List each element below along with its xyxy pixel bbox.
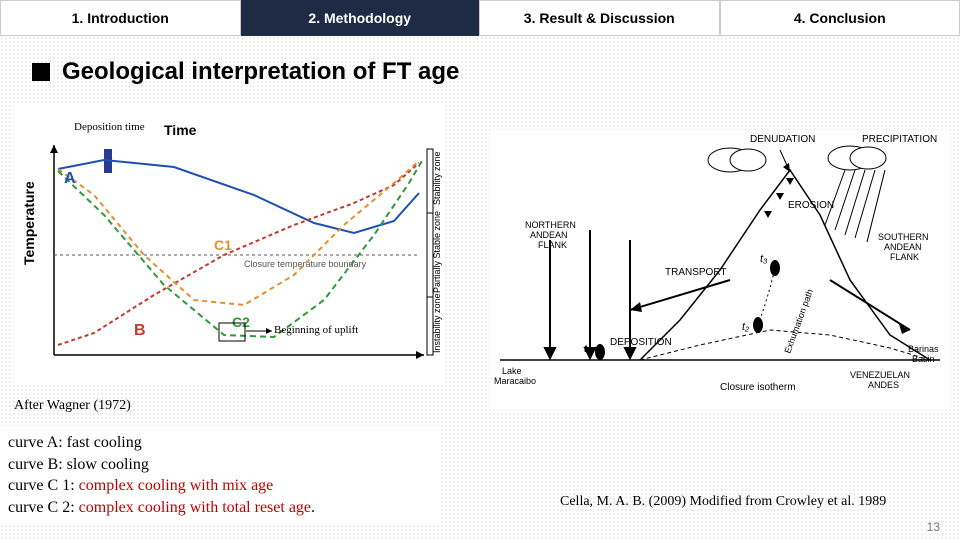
svg-text:Barinas: Barinas (908, 344, 939, 354)
svg-text:ANDEAN: ANDEAN (884, 242, 922, 252)
legend-line-a: curve A: fast cooling (8, 432, 432, 454)
uplift-label: Beginning of uplift (274, 324, 358, 336)
svg-text:Closure temperature boundary: Closure temperature boundary (244, 259, 367, 269)
svg-text:VENEZUELAN: VENEZUELAN (850, 370, 910, 380)
tab-methodology[interactable]: 2. Methodology (241, 0, 480, 36)
svg-text:FLANK: FLANK (890, 252, 919, 262)
svg-text:Maracaibo: Maracaibo (494, 376, 536, 386)
tab-conclusion[interactable]: 4. Conclusion (720, 0, 960, 36)
svg-text:Time: Time (164, 122, 197, 138)
page-title: Geological interpretation of FT age (62, 58, 459, 86)
svg-text:DEPOSITION: DEPOSITION (610, 337, 672, 348)
svg-text:Instability zone: Instability zone (432, 293, 442, 353)
svg-text:t₃: t₃ (760, 253, 768, 265)
svg-text:ANDES: ANDES (868, 380, 899, 390)
svg-text:Closure isotherm: Closure isotherm (720, 382, 796, 393)
svg-text:EROSION: EROSION (788, 200, 834, 211)
svg-text:ANDEAN: ANDEAN (530, 230, 568, 240)
svg-text:TRANSPORT: TRANSPORT (665, 267, 727, 278)
svg-text:NORTHERN: NORTHERN (525, 220, 576, 230)
svg-text:DENUDATION: DENUDATION (750, 134, 815, 145)
svg-text:Stability zone: Stability zone (432, 151, 442, 205)
svg-text:C1: C1 (214, 237, 232, 253)
svg-text:t₂: t₂ (742, 321, 750, 333)
heading-bullet-icon (32, 63, 50, 81)
right-citation: Cella, M. A. B. (2009) Modified from Cro… (560, 494, 886, 510)
svg-text:B: B (134, 322, 146, 339)
svg-text:A: A (64, 170, 76, 187)
page-number: 13 (927, 520, 940, 534)
cooling-curves-figure: Time Temperature Stability zone Partiall… (14, 105, 444, 385)
andes-cross-section-figure: DENUDATION PRECIPITATION EROSION TRANSPO… (490, 130, 950, 410)
section-tabs: 1. Introduction 2. Methodology 3. Result… (0, 0, 960, 36)
curve-legend: curve A: fast cooling curve B: slow cool… (0, 426, 440, 524)
svg-text:Exhumation path: Exhumation path (782, 288, 814, 355)
tab-introduction[interactable]: 1. Introduction (0, 0, 241, 36)
svg-text:PRECIPITATION: PRECIPITATION (862, 134, 937, 145)
svg-text:Basin: Basin (912, 354, 935, 364)
svg-text:C2: C2 (232, 314, 250, 330)
deposition-time-label: Deposition time (74, 121, 145, 133)
svg-text:Temperature: Temperature (21, 181, 37, 265)
svg-text:FLANK: FLANK (538, 240, 567, 250)
left-citation: After Wagner (1972) (14, 398, 131, 414)
tab-results[interactable]: 3. Result & Discussion (479, 0, 720, 36)
legend-line-c1: curve C 1: complex cooling with mix age (8, 475, 432, 497)
svg-text:t₁: t₁ (584, 343, 591, 355)
legend-line-c2: curve C 2: complex cooling with total re… (8, 497, 432, 519)
svg-text:Lake: Lake (502, 366, 522, 376)
svg-text:Partially Stable zone: Partially Stable zone (432, 211, 442, 293)
svg-text:SOUTHERN: SOUTHERN (878, 232, 929, 242)
legend-line-b: curve B: slow cooling (8, 454, 432, 476)
